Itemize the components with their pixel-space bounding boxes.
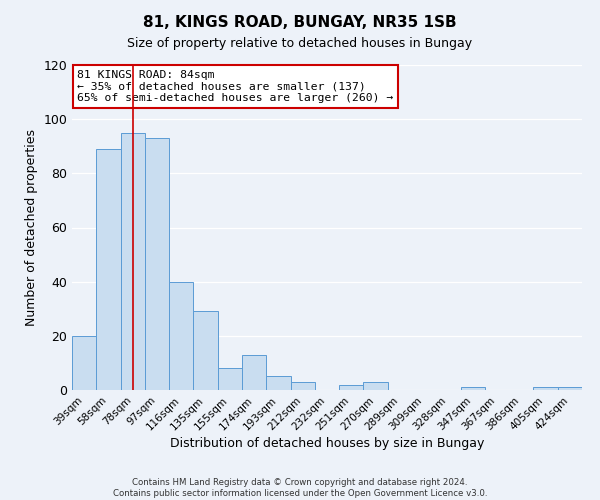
Bar	[290, 382, 315, 390]
X-axis label: Distribution of detached houses by size in Bungay: Distribution of detached houses by size …	[170, 438, 484, 450]
Bar	[558, 388, 582, 390]
Bar	[72, 336, 96, 390]
Text: Contains HM Land Registry data © Crown copyright and database right 2024.
Contai: Contains HM Land Registry data © Crown c…	[113, 478, 487, 498]
Bar	[218, 368, 242, 390]
Bar	[364, 382, 388, 390]
Y-axis label: Number of detached properties: Number of detached properties	[25, 129, 38, 326]
Bar	[169, 282, 193, 390]
Bar	[461, 388, 485, 390]
Text: 81 KINGS ROAD: 84sqm
← 35% of detached houses are smaller (137)
65% of semi-deta: 81 KINGS ROAD: 84sqm ← 35% of detached h…	[77, 70, 394, 103]
Bar	[266, 376, 290, 390]
Bar	[242, 355, 266, 390]
Bar	[96, 149, 121, 390]
Bar	[339, 384, 364, 390]
Bar	[533, 388, 558, 390]
Bar	[145, 138, 169, 390]
Text: Size of property relative to detached houses in Bungay: Size of property relative to detached ho…	[127, 38, 473, 51]
Bar	[193, 312, 218, 390]
Bar	[121, 132, 145, 390]
Text: 81, KINGS ROAD, BUNGAY, NR35 1SB: 81, KINGS ROAD, BUNGAY, NR35 1SB	[143, 15, 457, 30]
